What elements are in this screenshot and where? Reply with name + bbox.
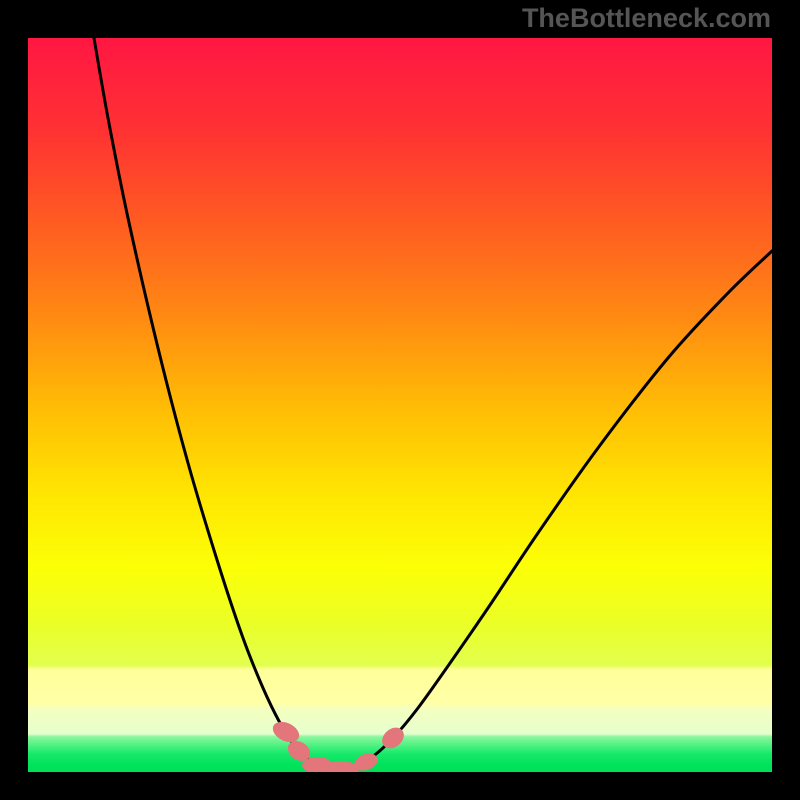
outer-black-frame: TheBottleneck.com <box>0 0 800 800</box>
plot-area <box>28 38 772 772</box>
watermark-text: TheBottleneck.com <box>522 3 771 34</box>
gradient-background <box>28 38 772 772</box>
chart-svg <box>28 38 772 772</box>
